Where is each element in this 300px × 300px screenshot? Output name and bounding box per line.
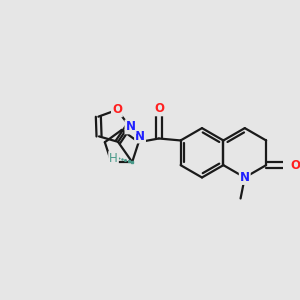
Text: O: O — [112, 103, 122, 116]
Text: O: O — [290, 159, 300, 172]
Text: N: N — [135, 130, 145, 142]
Text: H: H — [109, 152, 118, 165]
Text: O: O — [154, 102, 164, 116]
Text: N: N — [125, 120, 136, 134]
Text: N: N — [240, 171, 250, 184]
